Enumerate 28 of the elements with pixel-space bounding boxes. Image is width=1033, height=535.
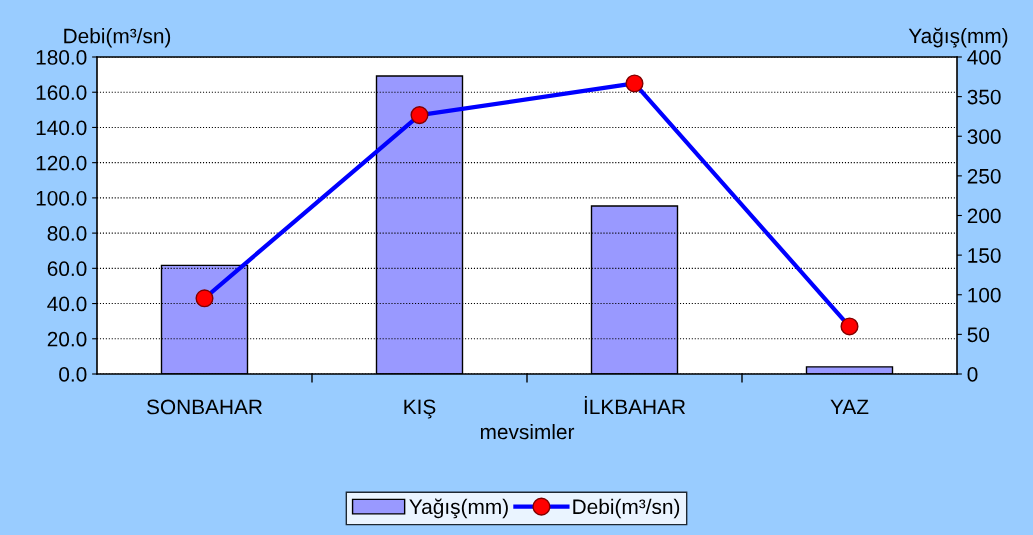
y-tick-label: 120.0 <box>36 155 87 171</box>
y-tick-label: 160.0 <box>36 85 87 100</box>
y2-tick-label: 400 <box>967 50 1001 65</box>
x-tick-label: İLKBAHAR <box>584 396 686 415</box>
x-tick-label: KIŞ <box>404 399 436 419</box>
y-tick-label: 60.0 <box>47 261 87 277</box>
x-tick-label: YAZ <box>830 399 869 415</box>
y2-tick-label: 350 <box>967 89 1001 105</box>
y-tick-label: 20.0 <box>47 331 87 347</box>
y-axis-title: Debi(m³/sn) <box>64 28 171 48</box>
x-axis-title: mevsimler <box>480 423 575 440</box>
legend-label: Yağış(mm) <box>409 498 508 519</box>
y-tick-label: 40.0 <box>47 296 87 312</box>
y2-tick-label: 250 <box>967 168 1001 184</box>
y-tick-label: 80.0 <box>47 226 87 241</box>
y-tick-label: 180.0 <box>36 50 87 65</box>
y2-tick-label: 0 <box>967 367 978 382</box>
y2-tick-label: 50 <box>967 327 990 343</box>
y2-tick-label: 150 <box>968 248 1001 263</box>
y-tick-label: 0.0 <box>59 367 87 382</box>
y2-tick-label: 300 <box>967 129 1001 144</box>
y-tick-label: 100.0 <box>36 190 87 206</box>
y-tick-label: 140.0 <box>36 120 87 136</box>
legend-label: Debi(m³/sn) <box>573 498 680 519</box>
y2-axis-title: Yağış(mm) <box>908 27 1008 48</box>
x-tick-label: SONBAHAR <box>146 399 262 415</box>
y2-tick-label: 100 <box>968 287 1001 303</box>
y2-tick-label: 200 <box>967 208 1001 224</box>
